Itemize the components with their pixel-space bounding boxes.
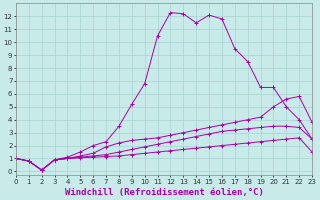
X-axis label: Windchill (Refroidissement éolien,°C): Windchill (Refroidissement éolien,°C) — [65, 188, 263, 197]
